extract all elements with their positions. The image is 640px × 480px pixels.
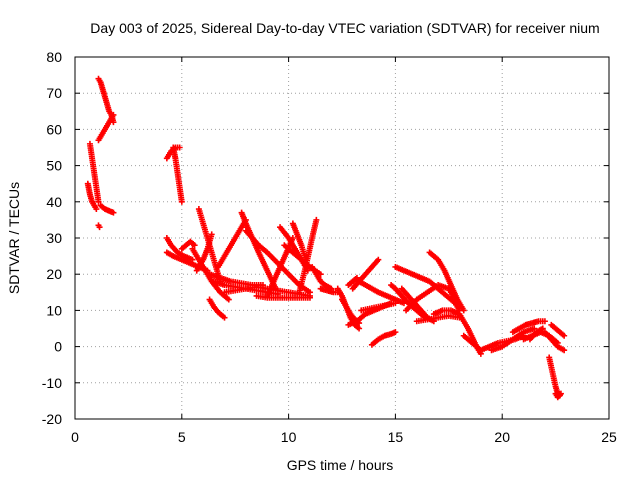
- series-arc50: [548, 321, 568, 339]
- data-point: [557, 390, 564, 397]
- data-point: [221, 314, 228, 321]
- data-point: [96, 224, 103, 231]
- data-point: [313, 216, 320, 223]
- data-point: [176, 144, 183, 151]
- data-point: [460, 307, 467, 314]
- y-tick-label: 80: [46, 49, 62, 65]
- series-arc6: [95, 222, 103, 231]
- y-axis-label: SDTVAR / TECUs: [6, 182, 22, 294]
- series-arc49: [526, 325, 546, 343]
- series-arc53: [552, 390, 564, 401]
- data-point: [95, 198, 102, 205]
- series-arc51: [541, 329, 568, 354]
- y-tick-label: 70: [46, 85, 62, 101]
- series-arc41: [426, 249, 467, 314]
- x-axis-label: GPS time / hours: [287, 457, 394, 473]
- series-arc11: [178, 238, 198, 252]
- series-arc22: [253, 292, 313, 301]
- series-arc9: [163, 235, 196, 263]
- series-arc27: [289, 220, 309, 263]
- series-arc15: [193, 231, 215, 274]
- y-tick-label: 30: [46, 230, 62, 246]
- data-point: [531, 325, 538, 332]
- x-tick-label: 10: [281, 429, 297, 445]
- grid: [75, 57, 609, 419]
- series-arc14: [206, 296, 228, 321]
- y-tick-label: 20: [46, 266, 62, 282]
- x-tick-label: 25: [601, 429, 617, 445]
- data-point: [541, 318, 548, 325]
- data-point: [93, 206, 100, 213]
- series-arc46: [488, 325, 538, 354]
- data-point: [356, 325, 363, 332]
- data-point: [110, 209, 117, 216]
- series-arc42: [403, 282, 461, 314]
- data-point: [302, 256, 309, 263]
- data-point: [191, 242, 198, 249]
- series-arc44: [430, 307, 484, 357]
- series-arc4: [95, 111, 117, 144]
- data-point: [375, 256, 382, 263]
- data-point: [193, 267, 200, 274]
- data-point: [110, 111, 117, 118]
- data-point: [392, 300, 399, 307]
- series-arc36: [358, 300, 399, 314]
- series-arc8: [170, 144, 185, 205]
- series-arc37: [368, 329, 399, 348]
- data-point: [225, 296, 232, 303]
- data-points: [84, 75, 568, 401]
- ticks: 0 5 10 15 20 25 -20 -10 0 10 20 30 40 50 60 70 80: [42, 49, 617, 445]
- y-tick-label: -10: [42, 375, 62, 391]
- series-arc26: [296, 216, 320, 296]
- data-point: [561, 332, 568, 339]
- series-arc35: [356, 278, 407, 307]
- y-tick-label: 50: [46, 158, 62, 174]
- y-tick-label: -20: [42, 411, 62, 427]
- data-point: [392, 329, 399, 336]
- series-arc47: [509, 318, 548, 336]
- x-tick-label: 20: [494, 429, 510, 445]
- y-tick-label: 0: [54, 339, 62, 355]
- y-tick-label: 40: [46, 194, 62, 210]
- plot-frame: [74, 56, 610, 420]
- data-point: [539, 325, 546, 332]
- data-point: [306, 294, 313, 301]
- series-arc5: [97, 202, 117, 216]
- x-tick-label: 5: [178, 429, 186, 445]
- x-tick-label: 15: [388, 429, 404, 445]
- y-tick-label: 60: [46, 121, 62, 137]
- data-point: [454, 300, 461, 307]
- series-arc2: [86, 140, 102, 205]
- series-arc1: [84, 180, 100, 213]
- y-tick-label: 10: [46, 302, 62, 318]
- data-point: [561, 347, 568, 354]
- x-tick-label: 0: [71, 429, 79, 445]
- chart-title: Day 003 of 2025, Sidereal Day-to-day VTE…: [90, 20, 599, 36]
- data-point: [178, 198, 185, 205]
- series-arc33: [345, 274, 360, 289]
